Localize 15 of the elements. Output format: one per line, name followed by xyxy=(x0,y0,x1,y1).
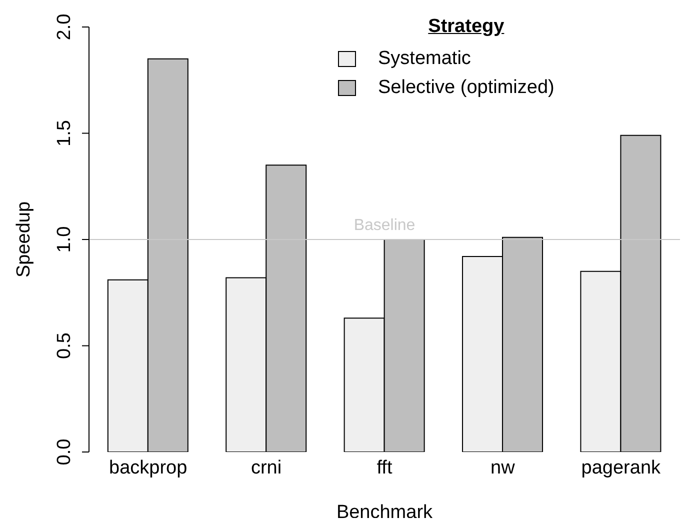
x-tick-label: nw xyxy=(490,457,516,478)
y-tick-label: 0.5 xyxy=(54,332,75,359)
x-tick-label: backprop xyxy=(109,457,188,478)
y-axis-title: Speedup xyxy=(14,201,34,278)
legend-label: Selective (optimized) xyxy=(378,76,554,98)
y-tick-label: 2.0 xyxy=(54,14,75,40)
y-tick-label: 1.5 xyxy=(54,120,75,146)
y-tick-label: 1.0 xyxy=(54,226,75,253)
x-tick-label: pagerank xyxy=(581,457,662,478)
y-tick-label: 0.0 xyxy=(54,438,75,466)
x-axis-title: Benchmark xyxy=(336,502,434,523)
x-tick-label: fft xyxy=(376,457,393,478)
legend-title: Strategy xyxy=(427,16,506,38)
x-tick-label: crni xyxy=(250,457,282,478)
legend-label: Systematic xyxy=(378,48,471,70)
